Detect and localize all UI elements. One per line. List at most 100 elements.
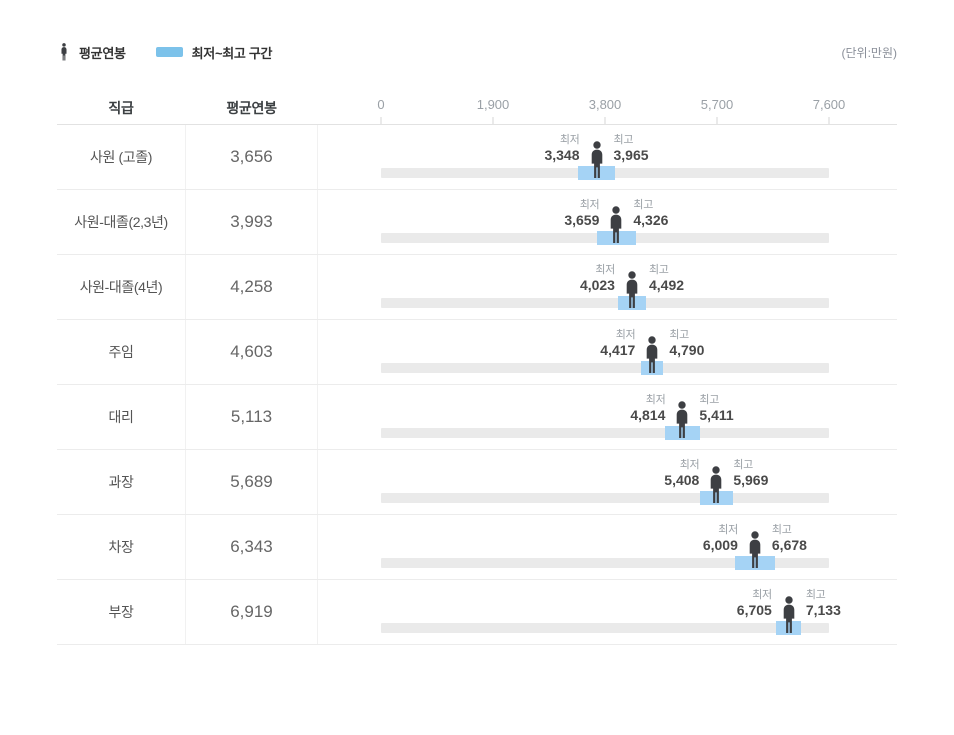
table-header: 직급 평균연봉 0 1,900 3,800 5,700 7,600 bbox=[57, 92, 897, 125]
max-label-group: 최고 4,326 bbox=[633, 199, 668, 229]
salary-range-chart: 평균연봉 최저~최고 구간 (단위:만원) 직급 평균연봉 0 1,900 3,80… bbox=[0, 40, 954, 735]
range-fill-bar bbox=[641, 361, 664, 375]
max-label-group: 최고 5,969 bbox=[733, 459, 768, 489]
person-icon bbox=[626, 271, 638, 308]
min-caption: 최저 bbox=[645, 394, 666, 406]
axis-tick-mark bbox=[828, 117, 830, 124]
min-value: 3,348 bbox=[544, 147, 580, 163]
max-value: 7,133 bbox=[805, 602, 841, 618]
average-value: 5,113 bbox=[185, 385, 318, 449]
range-track bbox=[381, 493, 829, 503]
table-row: 주임 4,603 최저 4,417 최고 4,790 bbox=[57, 320, 897, 385]
table-row: 사원-대졸(4년) 4,258 최저 4,023 최고 4,492 bbox=[57, 255, 897, 320]
max-label-group: 최고 6,678 bbox=[772, 524, 807, 554]
range-chart-cell: 최저 3,348 최고 3,965 bbox=[318, 125, 897, 189]
max-caption: 최고 bbox=[771, 524, 792, 536]
min-caption: 최저 bbox=[718, 524, 738, 536]
range-fill-bar bbox=[618, 296, 646, 310]
person-icon bbox=[61, 43, 67, 61]
max-caption: 최고 bbox=[633, 199, 654, 211]
min-label-group: 최저 6,009 bbox=[703, 524, 738, 554]
value-axis: 0 1,900 3,800 5,700 7,600 bbox=[318, 92, 897, 124]
min-label-group: 최저 4,417 bbox=[600, 329, 635, 359]
rank-label: 부장 bbox=[108, 604, 134, 620]
min-value: 6,705 bbox=[736, 602, 772, 618]
min-caption: 최저 bbox=[615, 329, 636, 341]
rank-label: 주임 bbox=[108, 344, 134, 360]
legend-average-label: 평균연봉 bbox=[79, 45, 126, 61]
rank-label: 과장 bbox=[108, 474, 134, 490]
max-caption: 최고 bbox=[648, 264, 669, 276]
max-value: 3,965 bbox=[613, 147, 649, 163]
max-value: 5,411 bbox=[699, 407, 734, 423]
legend-bar: 평균연봉 최저~최고 구간 (단위:만원) bbox=[57, 40, 897, 64]
min-caption: 최저 bbox=[595, 264, 615, 276]
axis-tick-label: 7,600 bbox=[812, 97, 846, 112]
max-label-group: 최고 4,492 bbox=[649, 264, 684, 294]
max-label-group: 최고 7,133 bbox=[806, 589, 841, 619]
range-chart-cell: 최저 4,417 최고 4,790 bbox=[318, 320, 897, 384]
legend-range-label: 최저~최고 구간 bbox=[191, 45, 273, 61]
max-caption: 최고 bbox=[805, 589, 826, 601]
range-fill-bar bbox=[776, 621, 802, 635]
max-label-group: 최고 5,411 bbox=[699, 394, 733, 424]
min-value: 4,814 bbox=[630, 407, 666, 423]
min-label-group: 최저 5,408 bbox=[664, 459, 699, 489]
legend-average-item: 평균연봉 bbox=[57, 43, 126, 62]
person-icon bbox=[783, 596, 795, 633]
max-value: 5,969 bbox=[733, 472, 769, 488]
person-icon bbox=[749, 531, 761, 568]
max-value: 4,790 bbox=[669, 342, 705, 358]
range-fill-bar bbox=[596, 231, 636, 245]
rank-label: 대리 bbox=[108, 409, 134, 425]
axis-tick-label: 1,900 bbox=[476, 97, 510, 112]
range-track bbox=[381, 363, 829, 373]
average-value: 4,603 bbox=[185, 320, 318, 384]
person-icon bbox=[591, 141, 602, 178]
rank-label: 사원 (고졸) bbox=[90, 149, 152, 165]
min-label-group: 최저 3,348 bbox=[544, 134, 579, 164]
axis-tick-mark bbox=[380, 117, 382, 124]
max-caption: 최고 bbox=[699, 394, 720, 406]
min-caption: 최저 bbox=[679, 459, 700, 471]
person-icon bbox=[647, 336, 658, 373]
axis-tick-mark bbox=[492, 117, 494, 124]
average-value: 4,258 bbox=[185, 255, 318, 319]
table-row: 과장 5,689 최저 5,408 최고 5,969 bbox=[57, 450, 897, 515]
range-chart-cell: 최저 6,705 최고 7,133 bbox=[318, 580, 897, 644]
max-value: 4,492 bbox=[648, 277, 685, 293]
table-row: 사원-대졸(2,3년) 3,993 최저 3,659 최고 4,326 bbox=[57, 190, 897, 255]
average-value: 3,993 bbox=[185, 190, 318, 254]
max-caption: 최고 bbox=[613, 134, 634, 146]
range-fill-bar bbox=[699, 491, 733, 505]
person-icon bbox=[711, 466, 722, 503]
average-value: 3,656 bbox=[185, 125, 318, 189]
range-chart-cell: 최저 4,023 최고 4,492 bbox=[318, 255, 897, 319]
average-value: 5,689 bbox=[185, 450, 318, 514]
range-chart-cell: 최저 3,659 최고 4,326 bbox=[318, 190, 897, 254]
average-value: 6,919 bbox=[185, 580, 318, 644]
avg-header: 평균연봉 bbox=[226, 100, 277, 116]
min-value: 3,659 bbox=[564, 212, 600, 228]
person-icon bbox=[677, 401, 688, 438]
max-caption: 최고 bbox=[669, 329, 689, 341]
min-value: 6,009 bbox=[702, 537, 738, 553]
axis-tick-label: 0 bbox=[377, 97, 385, 112]
range-track bbox=[381, 623, 829, 633]
max-value: 6,678 bbox=[771, 537, 807, 553]
range-chart-cell: 최저 6,009 최고 6,678 bbox=[318, 515, 897, 579]
table-row: 대리 5,113 최저 4,814 최고 5,411 bbox=[57, 385, 897, 450]
range-fill-bar bbox=[735, 556, 775, 570]
axis-tick-mark bbox=[716, 117, 718, 124]
range-track bbox=[381, 558, 829, 568]
rank-header: 직급 bbox=[108, 100, 134, 116]
min-caption: 최저 bbox=[752, 589, 772, 601]
range-chart-cell: 최저 5,408 최고 5,969 bbox=[318, 450, 897, 514]
min-value: 4,023 bbox=[579, 277, 615, 293]
legend-range-item: 최저~최고 구간 bbox=[155, 43, 273, 62]
min-caption: 최저 bbox=[579, 199, 600, 211]
person-icon bbox=[611, 206, 622, 243]
salary-table: 직급 평균연봉 0 1,900 3,800 5,700 7,600 사원 (고졸) 3,… bbox=[57, 92, 897, 645]
min-label-group: 최저 6,705 bbox=[737, 589, 772, 619]
max-caption: 최고 bbox=[733, 459, 753, 471]
